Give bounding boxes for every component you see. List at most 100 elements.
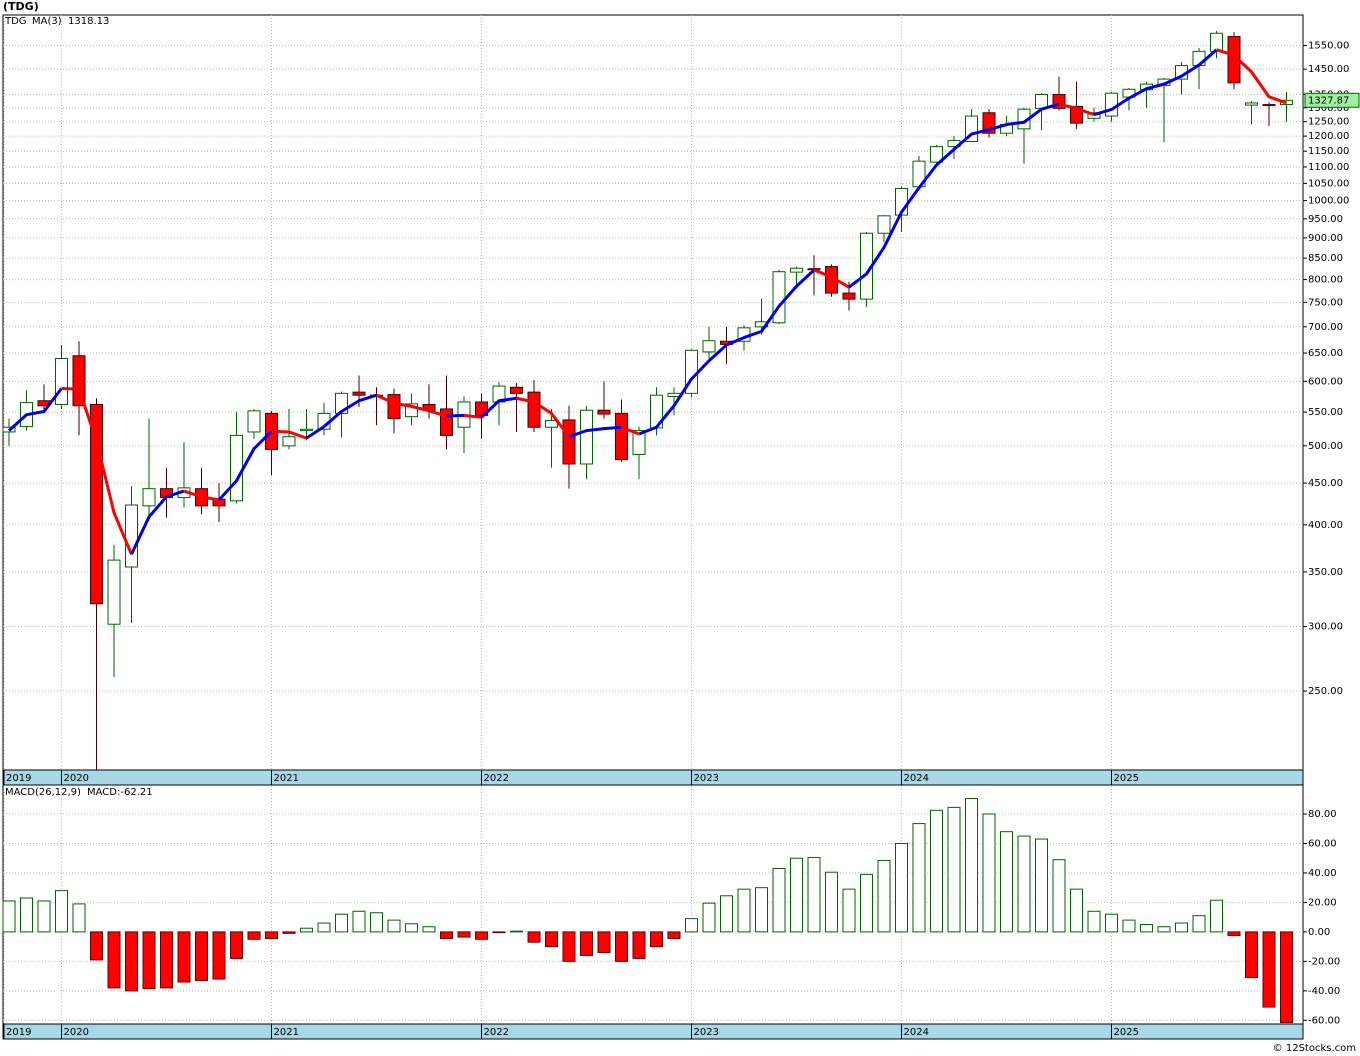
candle-body	[702, 340, 716, 353]
ma-line	[480, 396, 517, 419]
y-tick-label: 1100.00	[1308, 162, 1349, 173]
ma-line	[516, 396, 571, 438]
ma-line	[61, 386, 133, 555]
macd-bar	[90, 931, 103, 961]
macd-bar	[282, 931, 296, 934]
macd-bar	[912, 823, 926, 933]
candle-body	[1087, 112, 1101, 119]
ma-line	[1093, 48, 1218, 117]
x-tick-label: 2023	[694, 773, 719, 784]
candle-body	[352, 391, 366, 396]
y-tick-label: 800.00	[1308, 275, 1343, 286]
y-tick-label: 1200.00	[1308, 131, 1349, 142]
macd-bar	[20, 897, 33, 933]
x-tick-label: 2022	[484, 1027, 509, 1038]
macd-bar	[2, 900, 16, 933]
candle-body	[142, 488, 156, 507]
ma-line	[638, 268, 816, 436]
x-tick-label: 2019	[6, 773, 31, 784]
macd-bar	[107, 931, 121, 989]
macd-bar	[422, 926, 436, 933]
macd-bar	[195, 931, 208, 982]
macd-legend: MACD:-62.21	[87, 787, 153, 798]
macd-bar	[842, 888, 856, 933]
y-tick-label: 400.00	[1308, 520, 1343, 531]
x-tick-label: 2019	[6, 1027, 31, 1038]
candle-body	[580, 409, 593, 465]
macd-bar	[1035, 838, 1048, 933]
x-tick-label: 2020	[64, 1027, 89, 1038]
chart-title: (TDG)	[3, 0, 39, 13]
macd-bar	[667, 931, 681, 940]
y-tick-label: 1050.00	[1308, 178, 1349, 189]
macd-bar	[737, 888, 751, 933]
macd-bar	[510, 930, 523, 933]
macd-bar	[825, 871, 838, 933]
last-price-label: 1327.87	[1308, 95, 1349, 106]
x-tick-label: 2025	[1114, 773, 1139, 784]
ma-line	[568, 425, 622, 439]
last-price-box	[1304, 92, 1360, 108]
candle-body	[440, 408, 453, 436]
macd-bar	[247, 931, 261, 940]
macd-bar	[720, 895, 733, 933]
macd-bar	[457, 931, 471, 938]
x-tick-label: 2025	[1114, 1027, 1139, 1038]
candle-body	[562, 419, 576, 465]
x-tick-label: 2023	[694, 1027, 719, 1038]
macd-bar	[55, 890, 68, 933]
legend-label: MA(3)	[32, 16, 62, 27]
x-tick-label: 2022	[484, 773, 509, 784]
x-tick-label: 2021	[274, 1027, 299, 1038]
y-tick-label: 300.00	[1308, 622, 1343, 633]
macd-bar	[230, 931, 243, 959]
ma-line	[217, 430, 273, 502]
macd-title: MACD(26,12,9)	[5, 787, 81, 798]
macd-bar	[527, 931, 541, 943]
macd-bar	[1000, 831, 1013, 933]
y-tick-label: 1550.00	[1308, 41, 1349, 52]
candle-body	[125, 504, 138, 568]
y-tick-label: -40.00	[1308, 986, 1340, 997]
macd-bar	[1070, 888, 1083, 933]
candle-body	[877, 215, 891, 234]
candle-body	[667, 392, 681, 397]
candle-body	[807, 268, 821, 271]
y-tick-label: 900.00	[1308, 233, 1343, 244]
macd-bar	[965, 798, 978, 933]
y-tick-label: 700.00	[1308, 322, 1343, 333]
candle-body	[107, 559, 121, 625]
y-tick-label: 1250.00	[1308, 117, 1349, 128]
macd-bar	[352, 910, 366, 933]
macd-bar	[807, 856, 821, 933]
candle-body	[510, 386, 523, 394]
legend-label: TDG	[4, 16, 27, 27]
y-tick-label: 750.00	[1308, 297, 1343, 308]
macd-bar	[492, 931, 506, 934]
macd-bar	[860, 873, 873, 933]
y-tick-label: 1450.00	[1308, 64, 1349, 75]
legend-value: 1318.13	[68, 16, 109, 27]
ma-line	[1058, 102, 1095, 117]
macd-bar	[685, 918, 698, 933]
candle-body	[790, 267, 803, 273]
y-tick-label: 850.00	[1308, 253, 1343, 264]
y-tick-label: 80.00	[1308, 809, 1337, 820]
macd-bar	[755, 887, 768, 933]
macd-bar	[982, 813, 996, 933]
candle-body	[527, 391, 541, 428]
y-tick-label: 1000.00	[1308, 196, 1349, 207]
x-tick-label: 2020	[64, 773, 89, 784]
macd-bar	[125, 931, 138, 992]
macd-bar	[405, 923, 418, 933]
y-tick-label: 350.00	[1308, 567, 1343, 578]
candle-body	[1105, 92, 1118, 117]
macd-bar	[387, 919, 401, 933]
ma-line	[1216, 48, 1287, 105]
y-tick-label: 60.00	[1308, 838, 1337, 849]
macd-bar	[72, 903, 86, 933]
candle-body	[387, 394, 401, 420]
candle-body	[300, 428, 313, 432]
candle-body	[72, 355, 86, 407]
